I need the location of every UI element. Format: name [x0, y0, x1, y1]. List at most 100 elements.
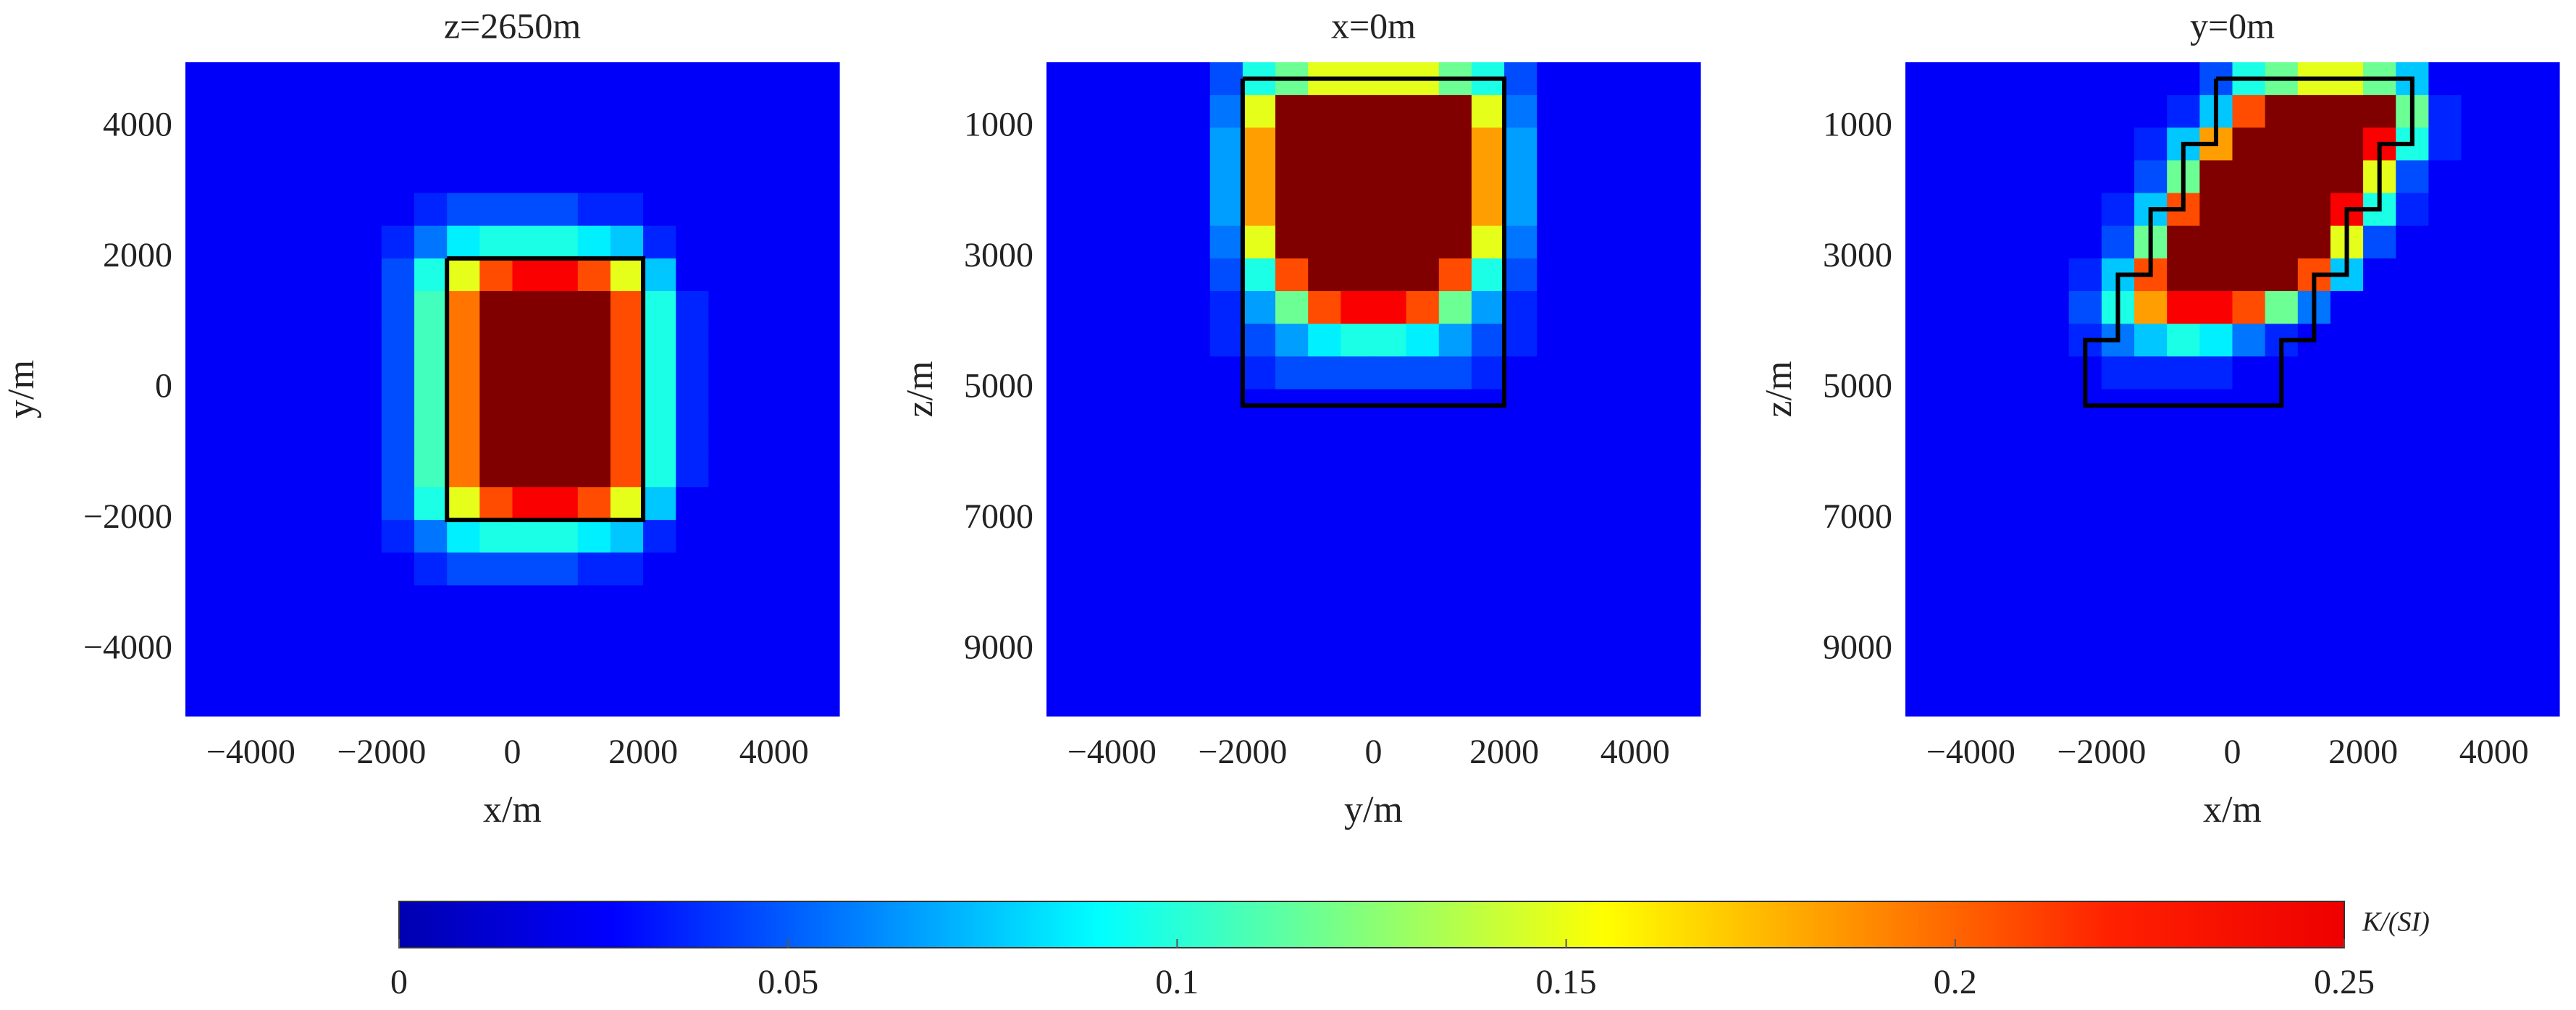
heatmap-cell [1602, 225, 1636, 259]
heatmap-cell [1079, 454, 1112, 488]
heatmap-cell [251, 683, 285, 717]
heatmap-cell [1471, 650, 1505, 684]
heatmap-cell [479, 356, 513, 390]
heatmap-cell [2068, 520, 2102, 553]
heatmap-cell [512, 127, 546, 161]
heatmap-cell [1308, 160, 1341, 194]
heatmap-cell [2003, 356, 2037, 390]
heatmap-cell [1341, 585, 1375, 619]
heatmap-cell [545, 193, 579, 227]
heatmap-cell [1471, 258, 1505, 292]
heatmap-cell [1209, 356, 1243, 390]
heatmap-cell [2003, 389, 2037, 423]
heatmap-cell [1471, 454, 1505, 488]
x-tick-label: 2000 [2328, 733, 2398, 771]
heatmap-cell [1308, 258, 1341, 292]
heatmap-cell [2068, 127, 2102, 161]
heatmap-cell [283, 650, 317, 684]
heatmap-cell [2232, 95, 2266, 128]
heatmap-cell [1275, 324, 1309, 357]
heatmap-cell [2036, 552, 2070, 586]
heatmap-cell [1471, 618, 1505, 652]
heatmap-cell [1971, 258, 2005, 292]
heatmap-cell [1406, 193, 1440, 227]
heatmap-cell [2330, 552, 2364, 586]
heatmap-cell [1144, 62, 1178, 96]
heatmap-cell [1308, 487, 1341, 521]
heatmap-cell [2232, 160, 2266, 194]
heatmap-cell [2428, 454, 2462, 488]
heatmap-cell [2101, 193, 2135, 227]
heatmap-cell [708, 421, 742, 455]
heatmap-cell [2330, 127, 2364, 161]
heatmap-cell [2167, 487, 2200, 521]
heatmap-cell [2003, 487, 2037, 521]
heatmap-cell [1438, 618, 1472, 652]
heatmap-cell [708, 487, 742, 521]
heatmap-cell [218, 193, 251, 227]
heatmap-cell [2068, 421, 2102, 455]
heatmap-cell [2101, 520, 2135, 553]
heatmap-cell [1406, 258, 1440, 292]
heatmap-cell [643, 62, 676, 96]
panel-title: y=0m [2190, 5, 2275, 46]
heatmap-cell [577, 618, 611, 652]
heatmap-cell [2428, 520, 2462, 553]
heatmap-cell [1905, 618, 1939, 652]
heatmap-cell [2167, 585, 2200, 619]
heatmap-cell [1373, 487, 1407, 521]
heatmap-cell [2101, 552, 2135, 586]
heatmap-cell [479, 258, 513, 292]
heatmap-cell [447, 520, 480, 553]
heatmap-cell [1504, 520, 1537, 553]
heatmap-cell [1971, 389, 2005, 423]
heatmap-cell [1938, 389, 1971, 423]
heatmap-cell [1971, 127, 2005, 161]
heatmap-cell [2068, 585, 2102, 619]
heatmap-cell [2199, 291, 2233, 324]
heatmap-cell [1602, 291, 1636, 324]
heatmap-cell [447, 552, 480, 586]
heatmap-cell [1406, 683, 1440, 717]
heatmap-cell [2297, 618, 2331, 652]
heatmap-cell [1112, 356, 1146, 390]
heatmap-cell [414, 421, 448, 455]
heatmap-cell [185, 160, 219, 194]
heatmap-cell [773, 487, 807, 521]
heatmap-cell [577, 160, 611, 194]
heatmap-cell [2036, 225, 2070, 259]
heatmap-cell [610, 585, 644, 619]
heatmap-cell [1308, 95, 1341, 128]
heatmap-cell [2526, 356, 2560, 390]
heatmap-cell [1144, 291, 1178, 324]
heatmap-cell [708, 291, 742, 324]
heatmap-cell [577, 487, 611, 521]
heatmap-cell [1406, 324, 1440, 357]
heatmap-cell [2003, 520, 2037, 553]
heatmap-cell [1569, 520, 1603, 553]
heatmap-cell [2526, 291, 2560, 324]
heatmap-cell [676, 389, 709, 423]
heatmap-cell [708, 454, 742, 488]
heatmap-cell [1471, 356, 1505, 390]
heatmap-cell [2526, 421, 2560, 455]
heatmap-cell [1602, 618, 1636, 652]
heatmap-cell [1938, 193, 1971, 227]
heatmap-cell [741, 421, 775, 455]
heatmap-cell [643, 552, 676, 586]
heatmap-cell [806, 324, 840, 357]
heatmap-cell [676, 552, 709, 586]
heatmap-cell [708, 95, 742, 128]
heatmap-cell [2003, 618, 2037, 652]
heatmap-cell [1971, 650, 2005, 684]
heatmap-cell [447, 160, 480, 194]
heatmap-cell [1373, 324, 1407, 357]
heatmap-cell [2167, 421, 2200, 455]
heatmap-cell [479, 62, 513, 96]
heatmap-cell [251, 552, 285, 586]
heatmap-cell [2493, 585, 2527, 619]
heatmap-cell [2493, 356, 2527, 390]
heatmap-cell [806, 683, 840, 717]
heatmap-cell [283, 520, 317, 553]
heatmap-cell [2493, 324, 2527, 357]
